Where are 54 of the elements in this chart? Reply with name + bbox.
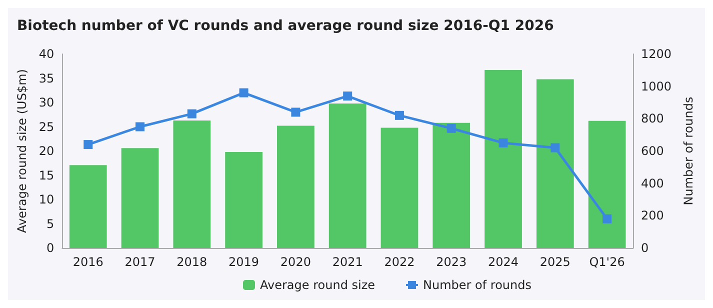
- point: [187, 109, 196, 118]
- bar: [380, 128, 418, 248]
- x-tick-label: 2019: [228, 255, 260, 269]
- bar: [173, 120, 211, 248]
- x-tick-label: 2017: [124, 255, 156, 269]
- bar: [225, 152, 262, 248]
- x-tick-label: 2023: [436, 255, 467, 269]
- y2-tick-label: 1000: [641, 79, 672, 94]
- chart-title: Biotech number of VC rounds and average round size 2016-Q1 2026: [17, 18, 554, 34]
- point: [84, 140, 93, 150]
- point: [602, 214, 612, 224]
- y-tick-label: 10: [38, 192, 54, 206]
- y-tick-label: 15: [38, 168, 54, 182]
- x-tick-label: 2021: [332, 255, 363, 269]
- y2-tick-label: 400: [641, 176, 664, 190]
- legend-label: Average round size: [260, 278, 376, 292]
- x-tick-label: 2020: [280, 255, 311, 269]
- x-tick-label: 2024: [488, 255, 519, 269]
- y2-tick-label: 1200: [641, 47, 672, 61]
- point: [291, 108, 300, 117]
- bar: [484, 70, 522, 248]
- y-tick-label: 0: [46, 241, 54, 255]
- y-tick-label: 40: [38, 47, 54, 61]
- point: [343, 92, 352, 101]
- bar: [432, 122, 470, 248]
- x-tick-label: 2022: [384, 255, 415, 269]
- y2-tick-label: 600: [641, 144, 664, 158]
- bar: [69, 165, 107, 248]
- bar: [588, 120, 626, 248]
- y-tick-label: 25: [38, 120, 54, 134]
- point: [136, 122, 145, 132]
- bar: [536, 79, 574, 248]
- point: [498, 138, 508, 148]
- legend-label: Number of rounds: [423, 278, 532, 292]
- x-tick-label: Q1'26: [589, 255, 625, 269]
- point: [394, 110, 404, 120]
- x-tick-label: 2025: [540, 255, 570, 269]
- bar: [277, 126, 314, 248]
- point: [446, 124, 456, 133]
- y-tick-label: 20: [38, 144, 54, 158]
- y-tick-label: 5: [46, 216, 54, 231]
- y2-tick-label: 0: [641, 241, 649, 255]
- x-tick-label: 2018: [176, 255, 208, 269]
- y2-tick-label: 800: [641, 112, 664, 126]
- point: [550, 143, 560, 152]
- y2-axis-title: Number of rounds: [681, 96, 696, 206]
- y-tick-label: 30: [38, 96, 54, 110]
- x-tick-label: 2016: [72, 255, 104, 269]
- bar: [121, 148, 159, 248]
- bar: [328, 103, 366, 248]
- y-tick-label: 35: [38, 71, 54, 86]
- point: [239, 88, 248, 98]
- y-axis-title: Average round size (US$m): [15, 69, 29, 233]
- y2-tick-label: 200: [641, 208, 664, 223]
